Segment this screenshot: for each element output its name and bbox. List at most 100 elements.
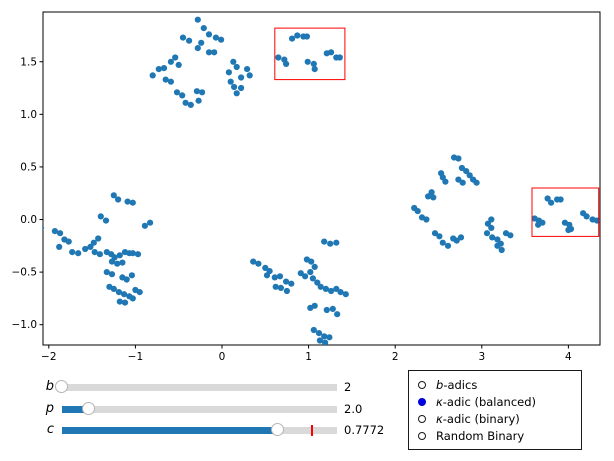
- scatter-point: [205, 49, 213, 56]
- scatter-point: [119, 259, 126, 266]
- y-tick-label: −1.0: [12, 319, 38, 331]
- scatter-point: [494, 242, 501, 249]
- scatter-point: [194, 16, 201, 23]
- scatter-point: [115, 289, 122, 296]
- scatter-point: [275, 54, 282, 61]
- scatter-point: [87, 243, 94, 250]
- legend-label-text: Random Binary: [436, 428, 525, 443]
- x-tick-label: 0: [219, 351, 226, 363]
- slider-row-b: b 2: [0, 379, 614, 396]
- scatter-point: [123, 276, 130, 283]
- scatter-point: [182, 99, 189, 106]
- scatter-point: [326, 334, 333, 341]
- scatter-point: [262, 264, 269, 271]
- slider-b-value: 2: [344, 380, 352, 394]
- scatter-point: [431, 230, 439, 237]
- scatter-point: [238, 74, 245, 81]
- slider-p-track[interactable]: [62, 402, 337, 415]
- legend-label-math: κ: [436, 394, 443, 409]
- open-circle-marker-icon: [418, 414, 426, 423]
- highlight-box: [274, 27, 346, 81]
- slider-b-handle[interactable]: [55, 380, 68, 393]
- scatter-point: [255, 260, 262, 267]
- x-tick-label: −2: [41, 351, 56, 363]
- y-tick-label: 0.5: [20, 161, 37, 173]
- scatter-point: [297, 270, 304, 277]
- scatter-point: [436, 233, 443, 240]
- scatter-point: [57, 230, 64, 237]
- scatter-point: [488, 216, 495, 223]
- scatter-point: [121, 299, 129, 306]
- axes-frame: −2 −1 0 1 2 3 4 −1.0 −0.5 0.0 0.5 1.0 1.5: [12, 11, 601, 363]
- scatter-point: [218, 36, 225, 43]
- scatter-point: [322, 339, 329, 345]
- scatter-point: [457, 234, 465, 241]
- y-tick-label: 0.0: [20, 214, 37, 226]
- scatter-point: [430, 194, 437, 201]
- scatter-point: [179, 92, 186, 99]
- scatter-point: [414, 208, 421, 215]
- scatter-point: [149, 72, 156, 79]
- scatter-point: [43, 221, 44, 224]
- slider-p-handle[interactable]: [82, 402, 95, 415]
- scatter-point: [96, 251, 103, 258]
- scatter-point: [459, 179, 466, 186]
- slider-c-handle[interactable]: [271, 423, 284, 436]
- scatter-point: [483, 230, 491, 237]
- scatter-point: [155, 66, 162, 73]
- scatter-point: [309, 275, 316, 282]
- scatter-point: [115, 196, 122, 203]
- scatter-point: [128, 272, 135, 279]
- scatter-point: [328, 49, 335, 56]
- scatter-point: [121, 291, 128, 298]
- scatter-point: [315, 330, 323, 337]
- scatter-point: [314, 279, 321, 286]
- scatter-point: [198, 39, 205, 46]
- scatter-point: [244, 66, 251, 73]
- scatter-point: [289, 35, 296, 42]
- scatter-point: [317, 283, 324, 290]
- scatter-point: [136, 289, 143, 296]
- scatter-point: [489, 234, 496, 241]
- scatter-point: [323, 306, 330, 314]
- scatter-point: [34, 230, 40, 236]
- scatter-point: [311, 66, 318, 73]
- scatter-point: [134, 251, 142, 258]
- slider-c-label: c: [46, 422, 54, 437]
- scatter-point: [307, 269, 314, 276]
- scatter-point: [103, 269, 110, 276]
- scatter-point: [246, 72, 253, 79]
- scatter-point: [91, 249, 98, 256]
- x-tick-label: 4: [565, 351, 572, 363]
- scatter-point: [147, 219, 154, 226]
- open-circle-marker-icon: [418, 431, 426, 440]
- y-tick-label: 1.0: [20, 109, 37, 121]
- scatter-point: [463, 168, 470, 175]
- scatter-point: [316, 337, 323, 344]
- scatter-point: [82, 245, 89, 253]
- scatter-point: [95, 235, 102, 242]
- highlight-boxes: [274, 27, 600, 237]
- slider-row-p: p 2.0: [0, 401, 614, 418]
- slider-p-label: p: [45, 401, 54, 416]
- scatter-point: [212, 34, 219, 41]
- slider-c-track[interactable]: [62, 423, 337, 436]
- x-tick-label: −1: [128, 351, 143, 363]
- scatter-point: [272, 283, 279, 290]
- scatter-point: [311, 302, 318, 309]
- scatter-points: [34, 16, 600, 345]
- scatter-point: [283, 278, 290, 285]
- scatter-point: [271, 274, 278, 281]
- legend-item-random-binary: Random Binary: [418, 427, 581, 444]
- y-tick-label: −0.5: [12, 267, 38, 279]
- scatter-point: [333, 285, 340, 292]
- legend-label-math: κ: [436, 411, 443, 426]
- scatter-point: [311, 263, 318, 270]
- slider-b-track[interactable]: [55, 380, 337, 393]
- scatter-point: [458, 164, 465, 172]
- scatter-point: [186, 37, 193, 44]
- scatter-point: [548, 199, 555, 206]
- scatter-point: [288, 280, 295, 287]
- scatter-point: [233, 63, 240, 71]
